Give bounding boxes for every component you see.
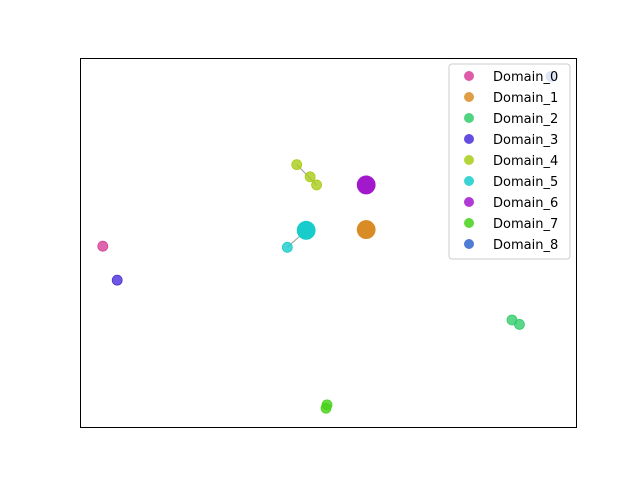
- legend-label-4: Domain_4: [493, 154, 558, 169]
- legend-label-5: Domain_5: [493, 175, 558, 190]
- plot-area-frame: [80, 58, 577, 428]
- legend: Domain_0 Domain_1 Domain_2 Domain_3 Domain_4…: [448, 63, 571, 260]
- legend-marker-3: [464, 134, 474, 144]
- point-domain-2-1: [514, 319, 525, 330]
- point-domain-4-2: [311, 179, 322, 191]
- legend-marker-1: [464, 92, 474, 102]
- legend-marker-5: [464, 176, 474, 186]
- point-domain-5-0: [281, 241, 293, 253]
- legend-label-1: Domain_1: [493, 91, 558, 106]
- legend-marker-4: [464, 155, 474, 165]
- point-domain-3-0: [111, 274, 123, 286]
- legend-marker-8: [464, 239, 474, 249]
- legend-label-6: Domain_6: [493, 196, 558, 211]
- legend-label-3: Domain_3: [493, 133, 558, 148]
- legend-box: [448, 63, 571, 260]
- point-domain-7-1: [321, 399, 333, 411]
- point-domain-1-0: [356, 220, 376, 239]
- legend-marker-7: [464, 218, 474, 228]
- point-domain-4-1: [304, 171, 316, 183]
- point-domain-6-0: [356, 175, 376, 195]
- legend-label-7: Domain_7: [493, 217, 558, 232]
- legend-label-8: Domain_8: [493, 238, 558, 253]
- legend-marker-6: [464, 197, 474, 207]
- point-domain-4-0: [291, 159, 303, 171]
- legend-marker-2: [464, 113, 474, 123]
- legend-label-0: Domain_0: [493, 70, 558, 85]
- legend-label-2: Domain_2: [493, 112, 558, 127]
- point-domain-5-1: [296, 220, 316, 240]
- legend-marker-0: [464, 71, 474, 81]
- point-domain-0-0: [97, 240, 109, 252]
